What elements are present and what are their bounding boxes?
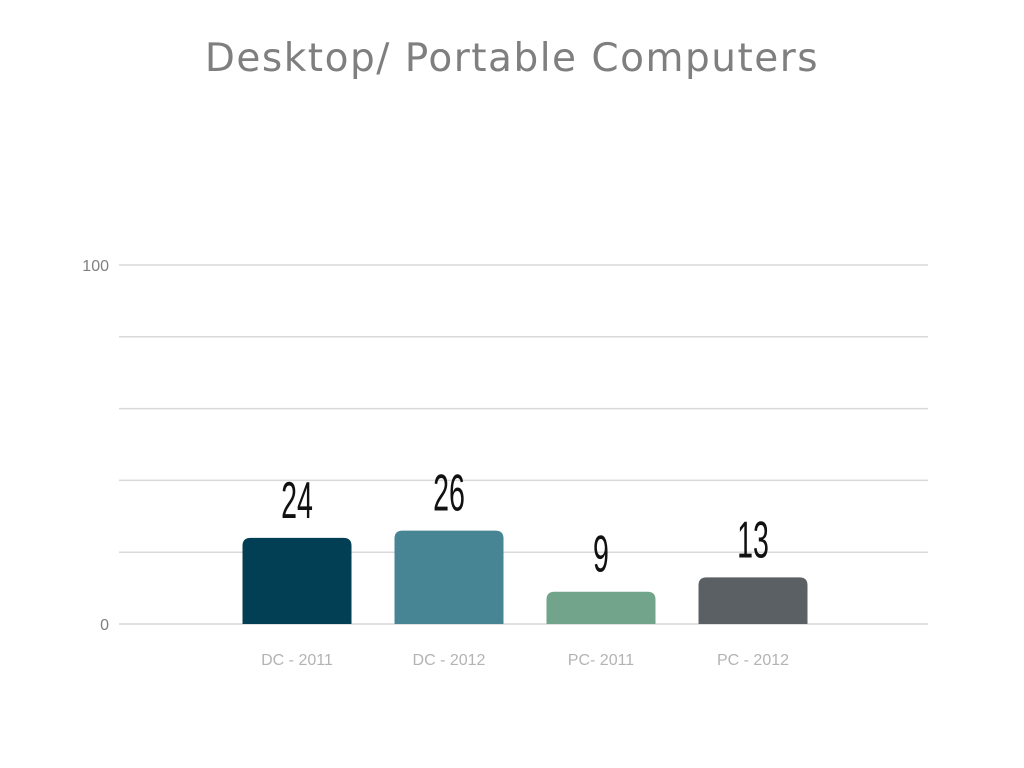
bar: [394, 530, 504, 624]
chart-title: Desktop/ Portable Computers: [204, 36, 820, 81]
x-tick-label: DC - 2011: [261, 652, 333, 669]
y-tick-label: 0: [100, 617, 109, 634]
x-tick-label: DC - 2012: [413, 652, 486, 669]
data-label: 9: [593, 525, 609, 583]
bar: [242, 537, 352, 624]
y-tick-label: 100: [82, 258, 109, 275]
bar: [698, 577, 808, 624]
data-label: 24: [281, 471, 313, 529]
data-label: 13: [737, 510, 769, 568]
data-label: 26: [433, 464, 465, 522]
x-tick-label: PC - 2012: [717, 652, 789, 669]
bar: [546, 591, 656, 624]
x-tick-label: PC- 2011: [568, 652, 635, 669]
